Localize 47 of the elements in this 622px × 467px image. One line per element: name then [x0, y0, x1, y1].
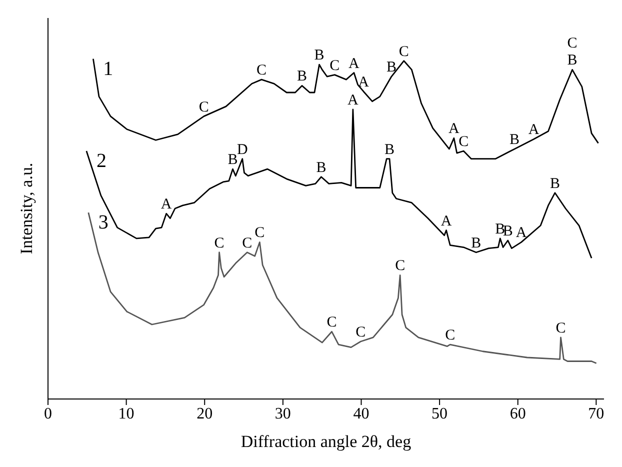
annotation: B	[510, 132, 520, 148]
annotation: C	[356, 324, 366, 341]
annotation: B	[228, 152, 238, 168]
annotation: A	[160, 196, 172, 213]
annotation: B	[316, 160, 326, 176]
y-axis-title: Intensity, a.u.	[17, 162, 36, 254]
x-tick-label: 40	[353, 405, 370, 422]
annotation: B	[386, 60, 396, 76]
annotation: C	[556, 320, 566, 336]
annotation: C	[445, 328, 456, 344]
series-label: 2	[96, 150, 106, 172]
annotation: B	[502, 223, 513, 240]
x-tick-label: 10	[118, 405, 134, 422]
x-tick-label: 30	[274, 405, 291, 422]
annotation: A	[448, 121, 460, 138]
annotation: C	[214, 235, 224, 252]
annotation: A	[528, 122, 540, 138]
x-tick-label: 70	[588, 405, 604, 422]
annotation: C	[242, 235, 252, 252]
annotation: B	[471, 235, 482, 252]
annotation: A	[440, 213, 452, 230]
x-tick-label: 60	[510, 405, 526, 422]
annotation: B	[567, 52, 578, 69]
annotation: B	[296, 68, 307, 85]
annotation: C	[330, 58, 340, 74]
annotation: C	[326, 314, 337, 331]
series-label: 1	[103, 58, 114, 80]
annotation: C	[458, 134, 469, 150]
annotation: A	[358, 74, 370, 90]
annotation: A	[348, 92, 359, 109]
annotation: A	[348, 56, 360, 72]
annotation: B	[384, 142, 395, 158]
x-tick-label: 0	[44, 405, 52, 422]
annotation: A	[516, 225, 527, 242]
annotation: D	[236, 142, 248, 158]
annotation: C	[198, 99, 209, 116]
annotation: C	[398, 44, 409, 60]
annotation: C	[254, 225, 265, 242]
x-axis-title: Diffraction angle 2θ, deg	[240, 432, 412, 451]
annotation: C	[567, 36, 578, 52]
annotation: B	[550, 176, 560, 192]
annotation: C	[256, 62, 267, 79]
series-label: 3	[98, 212, 108, 234]
annotation: C	[395, 258, 406, 274]
x-tick-label: 50	[432, 405, 448, 422]
annotation: B	[314, 48, 324, 64]
x-tick-label: 20	[196, 405, 213, 422]
